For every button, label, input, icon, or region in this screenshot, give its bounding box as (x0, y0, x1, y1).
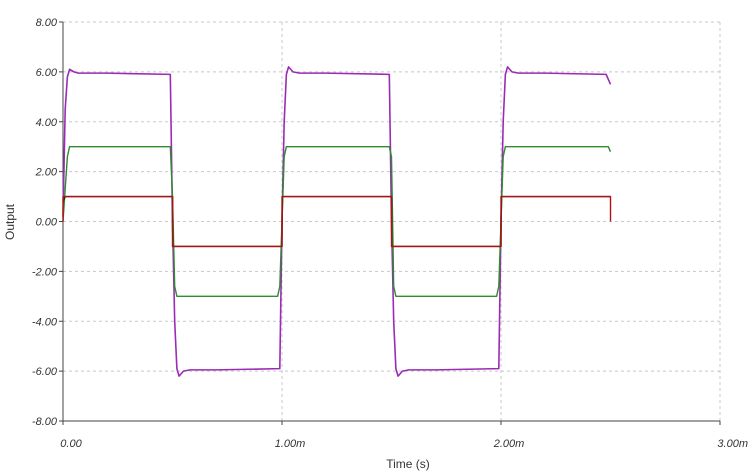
y-tick-label: -4.00 (32, 316, 58, 328)
y-tick-label: -6.00 (32, 366, 58, 378)
y-tick-label: 4.00 (36, 117, 58, 129)
y-axis-title: Output (3, 203, 17, 240)
x-tick-label: 0.00 (60, 438, 82, 450)
series-line-4 (62, 195, 612, 248)
x-tick-labels: 0.00 1.00m 2.00m 3.00m (60, 438, 748, 450)
x-tick-label: 1.00m (275, 438, 306, 450)
series-line-2 (62, 145, 612, 298)
x-axis-title: Time (s) (386, 457, 430, 471)
y-tick-labels: 8.00 6.00 4.00 2.00 0.00 -2.00 -4.00 -6.00 -8.00 (32, 17, 58, 428)
y-tick-label: 8.00 (36, 17, 58, 29)
y-tick-label: -2.00 (32, 266, 58, 278)
x-tick-label: 3.00m (717, 438, 748, 450)
series-layer (62, 66, 612, 377)
y-tick-label: 2.00 (35, 167, 58, 179)
series-line-1 (62, 66, 612, 377)
x-tick-label: 2.00m (493, 438, 525, 450)
y-tick-label: 6.00 (36, 67, 58, 79)
y-tick-label: -8.00 (32, 416, 58, 428)
y-tick-label: 0.00 (36, 217, 58, 229)
